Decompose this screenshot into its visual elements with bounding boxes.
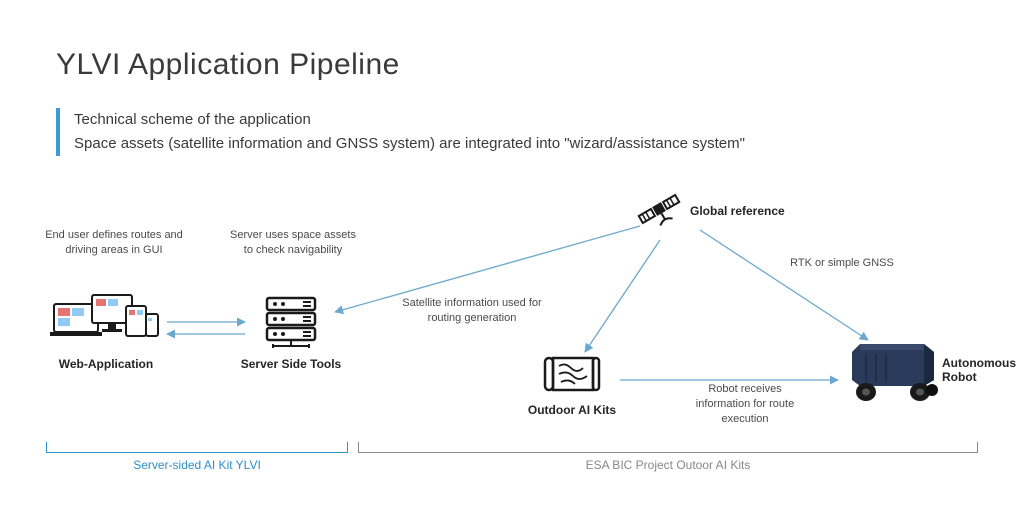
satellite-icon <box>636 186 682 232</box>
node-server-label: Server Side Tools <box>236 357 346 371</box>
caption-end-user: End user defines routes and driving area… <box>40 228 188 258</box>
caption-server-nav: Server uses space assets to check naviga… <box>228 228 358 258</box>
node-satellite <box>636 186 682 237</box>
node-robot <box>846 336 942 407</box>
node-robot-label: Autonomous Robot <box>942 356 1012 384</box>
bracket-server-kit-label: Server-sided AI Kit YLVI <box>46 458 348 472</box>
bracket-server-kit: Server-sided AI Kit YLVI <box>46 442 348 472</box>
bracket-esa-bic: ESA BIC Project Outoor AI Kits <box>358 442 978 472</box>
robot-icon <box>846 336 942 402</box>
caption-rtk: RTK or simple GNSS <box>782 256 902 271</box>
caption-robot-info: Robot receives information for route exe… <box>680 382 810 427</box>
node-web-application: Web-Application <box>50 292 162 371</box>
node-server: Server Side Tools <box>256 296 326 371</box>
bracket-esa-bic-label: ESA BIC Project Outoor AI Kits <box>358 458 978 472</box>
map-scroll-icon <box>543 354 601 394</box>
node-web-application-label: Web-Application <box>50 357 162 371</box>
node-satellite-label: Global reference <box>690 204 785 218</box>
caption-sat-info: Satellite information used for routing g… <box>402 296 542 326</box>
server-icon <box>261 296 321 348</box>
devices-icon <box>50 292 162 348</box>
node-ai-kits: Outdoor AI Kits <box>542 354 602 417</box>
node-ai-kits-label: Outdoor AI Kits <box>520 403 624 417</box>
